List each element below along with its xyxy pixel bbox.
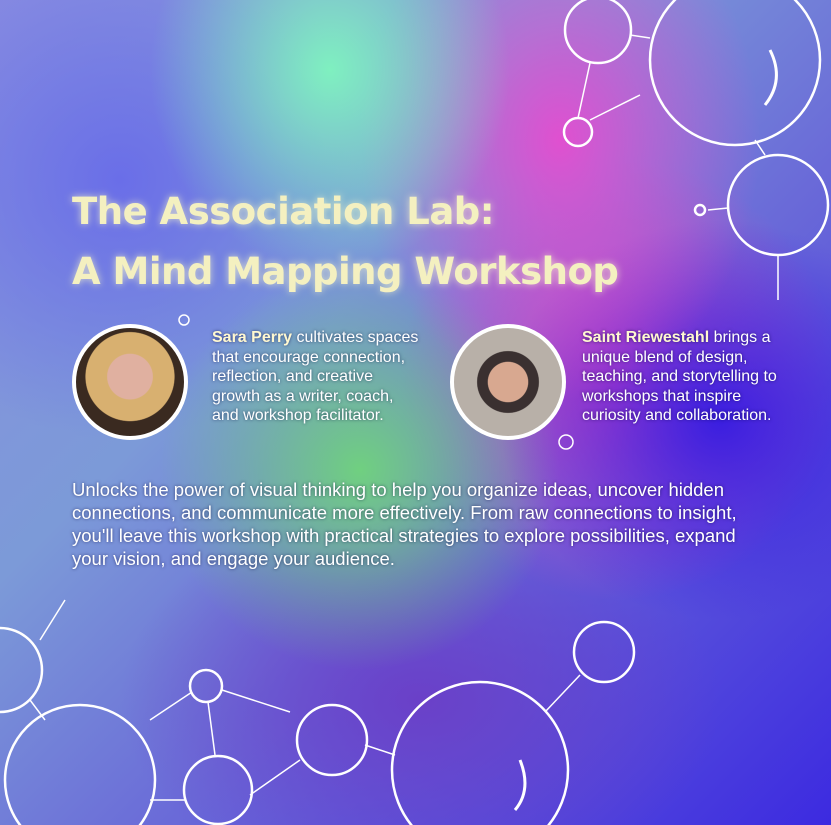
workshop-description: Unlocks the power of visual thinking to …	[72, 479, 737, 569]
bubble-icon	[693, 203, 707, 217]
bubble-icon	[295, 703, 369, 777]
facilitator-name: Saint Riewestahl	[582, 329, 710, 346]
connector-lines	[29, 34, 779, 801]
bubble-icon	[182, 754, 254, 825]
facilitator-name: Sara Perry	[212, 329, 293, 346]
bubble-icon	[562, 116, 594, 148]
facilitator-bio-text: cultivates spaces that encourage connect…	[212, 329, 419, 424]
title-line-2: A Mind Mapping Workshop	[72, 250, 619, 293]
bubble-icon	[563, 0, 633, 65]
bubble-icon	[3, 703, 157, 825]
page-title: The Association Lab: A Mind Mapping Work…	[72, 182, 619, 302]
bubble-icon	[390, 680, 570, 825]
avatar-sara-perry	[72, 324, 188, 440]
bubble-icon	[0, 626, 44, 714]
title-line-1: The Association Lab:	[72, 190, 495, 233]
bubble-icon	[188, 668, 224, 704]
facilitator-bio-text: brings a unique blend of design, teachin…	[582, 329, 777, 424]
facilitator-bio-sara: Sara Perry cultivates spaces that encour…	[212, 328, 422, 426]
bubble-icon	[648, 0, 822, 147]
bubble-icon	[726, 153, 830, 257]
bubble-icon	[558, 434, 574, 450]
bubble-icon	[572, 620, 636, 684]
facilitator-bio-saint: Saint Riewestahl brings a unique blend o…	[582, 328, 802, 426]
avatar-saint-riewestahl	[450, 324, 566, 440]
bubble-icon	[178, 314, 190, 326]
